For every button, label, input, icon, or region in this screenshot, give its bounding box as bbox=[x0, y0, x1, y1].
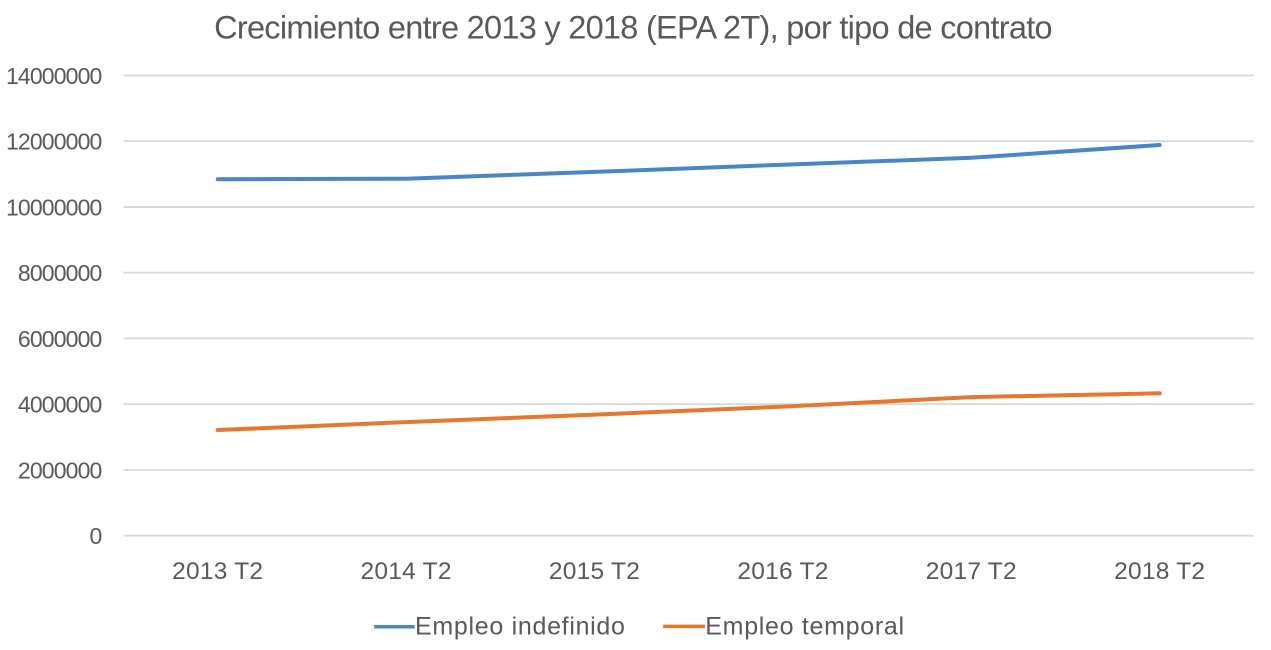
svg-text:6000000: 6000000 bbox=[18, 326, 102, 352]
svg-text:14000000: 14000000 bbox=[6, 63, 102, 89]
svg-text:2016 T2: 2016 T2 bbox=[737, 558, 828, 585]
svg-text:Crecimiento entre 2013 y 2018: Crecimiento entre 2013 y 2018 (EPA 2T), … bbox=[214, 10, 1052, 46]
svg-text:2014 T2: 2014 T2 bbox=[360, 558, 451, 585]
svg-text:2000000: 2000000 bbox=[18, 457, 102, 483]
svg-text:10000000: 10000000 bbox=[6, 195, 102, 221]
svg-text:4000000: 4000000 bbox=[18, 392, 102, 418]
svg-text:2015 T2: 2015 T2 bbox=[549, 558, 640, 585]
svg-text:8000000: 8000000 bbox=[18, 260, 102, 286]
svg-text:Empleo temporal: Empleo temporal bbox=[705, 613, 904, 641]
svg-text:12000000: 12000000 bbox=[6, 129, 102, 155]
svg-text:2013 T2: 2013 T2 bbox=[172, 558, 263, 585]
svg-text:2017 T2: 2017 T2 bbox=[926, 558, 1017, 585]
svg-text:0: 0 bbox=[90, 523, 102, 549]
svg-text:Empleo indefinido: Empleo indefinido bbox=[415, 613, 626, 641]
svg-text:2018 T2: 2018 T2 bbox=[1114, 558, 1205, 585]
